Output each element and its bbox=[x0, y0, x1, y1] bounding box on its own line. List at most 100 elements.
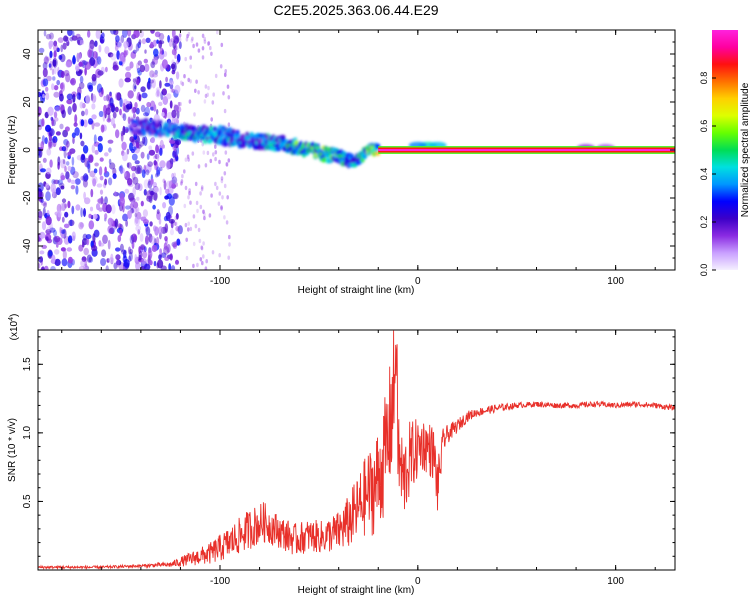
noise-speckle bbox=[38, 256, 43, 263]
noise-speckle bbox=[170, 161, 174, 166]
noise-speckle bbox=[105, 107, 111, 115]
noise-speckle bbox=[65, 171, 70, 180]
noise-speckle bbox=[67, 200, 71, 209]
noise-speckle bbox=[203, 212, 206, 217]
noise-speckle bbox=[220, 178, 224, 184]
noise-speckle bbox=[78, 221, 84, 230]
noise-speckle bbox=[134, 160, 140, 165]
noise-speckle bbox=[98, 197, 105, 205]
noise-speckle bbox=[203, 36, 206, 42]
noise-speckle bbox=[162, 202, 167, 209]
noise-speckle bbox=[130, 200, 135, 206]
noise-speckle bbox=[96, 198, 103, 204]
noise-speckle bbox=[75, 204, 81, 211]
spectrogram-ticks: -100 0 100 -40 -20 0 20 40 bbox=[22, 29, 675, 287]
noise-speckle bbox=[106, 118, 112, 123]
noise-speckle bbox=[42, 61, 48, 70]
noise-speckle bbox=[41, 265, 45, 270]
noise-speckle bbox=[156, 109, 159, 115]
noise-speckle bbox=[100, 124, 105, 133]
noise-speckle bbox=[50, 266, 56, 270]
noise-speckle bbox=[183, 74, 186, 79]
noise-speckle bbox=[108, 177, 113, 186]
noise-speckle bbox=[169, 139, 176, 144]
noise-speckle bbox=[127, 210, 132, 220]
noise-speckle bbox=[201, 260, 204, 266]
noise-speckle bbox=[149, 221, 153, 227]
noise-speckle bbox=[220, 42, 224, 48]
noise-speckle bbox=[148, 149, 156, 156]
noise-speckle bbox=[152, 181, 157, 188]
noise-speckle bbox=[41, 118, 45, 127]
y-tick-label: 1.5 bbox=[22, 357, 33, 371]
noise-speckle bbox=[158, 40, 163, 49]
noise-speckle bbox=[53, 44, 58, 52]
noise-speckle bbox=[125, 219, 128, 227]
noise-speckle bbox=[226, 84, 230, 89]
noise-speckle bbox=[126, 162, 130, 168]
noise-speckle bbox=[212, 152, 215, 157]
noise-speckle bbox=[123, 50, 127, 58]
noise-speckle bbox=[227, 158, 231, 163]
noise-speckle bbox=[129, 136, 135, 143]
noise-speckle bbox=[58, 104, 65, 111]
noise-speckle bbox=[152, 204, 156, 210]
noise-speckle bbox=[223, 183, 227, 189]
noise-speckle bbox=[90, 188, 94, 198]
noise-speckle bbox=[78, 244, 84, 252]
noise-speckle bbox=[97, 143, 103, 153]
noise-speckle bbox=[110, 253, 114, 262]
noise-speckle bbox=[66, 247, 73, 252]
noise-speckle bbox=[127, 90, 134, 99]
signal-mark bbox=[202, 138, 208, 145]
noise-speckle bbox=[175, 139, 181, 146]
noise-speckle bbox=[141, 38, 146, 45]
noise-speckle bbox=[188, 99, 192, 104]
noise-speckle bbox=[176, 106, 182, 113]
noise-speckle bbox=[104, 166, 107, 174]
noise-speckle bbox=[91, 73, 97, 82]
noise-speckle bbox=[175, 225, 180, 232]
x-tick-label: 100 bbox=[607, 576, 624, 587]
noise-speckle bbox=[48, 40, 54, 48]
noise-speckle bbox=[133, 30, 140, 38]
noise-speckle bbox=[58, 182, 65, 188]
noise-speckle bbox=[127, 162, 132, 169]
noise-speckle bbox=[214, 156, 217, 162]
noise-speckle bbox=[180, 80, 183, 85]
noise-speckle bbox=[99, 189, 104, 195]
noise-speckle bbox=[70, 77, 76, 86]
noise-speckle bbox=[131, 240, 135, 250]
noise-speckle bbox=[56, 47, 60, 53]
noise-speckle bbox=[81, 256, 87, 262]
noise-speckle bbox=[155, 173, 159, 178]
noise-speckle bbox=[96, 203, 100, 211]
noise-speckle bbox=[104, 152, 109, 157]
noise-speckle bbox=[171, 176, 178, 184]
noise-speckle bbox=[134, 85, 137, 90]
signal-band-layer bbox=[128, 117, 615, 169]
noise-speckle bbox=[154, 31, 161, 38]
noise-speckle bbox=[119, 164, 124, 175]
noise-speckle bbox=[60, 175, 66, 181]
noise-speckle bbox=[141, 169, 146, 179]
noise-speckle bbox=[144, 106, 150, 117]
noise-speckle bbox=[187, 227, 190, 232]
noise-speckle bbox=[67, 106, 72, 115]
noise-speckle bbox=[156, 89, 160, 97]
noise-speckle bbox=[166, 93, 172, 100]
noise-speckle bbox=[55, 187, 61, 196]
noise-speckle bbox=[183, 169, 186, 174]
noise-speckle bbox=[46, 75, 52, 82]
noise-speckle bbox=[83, 247, 89, 256]
noise-speckle bbox=[174, 84, 181, 94]
noise-speckle bbox=[137, 183, 143, 191]
noise-speckle bbox=[115, 92, 120, 101]
noise-speckle bbox=[50, 116, 54, 121]
noise-speckle bbox=[111, 105, 116, 113]
noise-speckle bbox=[184, 222, 188, 228]
noise-speckle bbox=[81, 110, 85, 117]
noise-speckle bbox=[89, 57, 96, 66]
noise-speckle bbox=[200, 187, 204, 192]
